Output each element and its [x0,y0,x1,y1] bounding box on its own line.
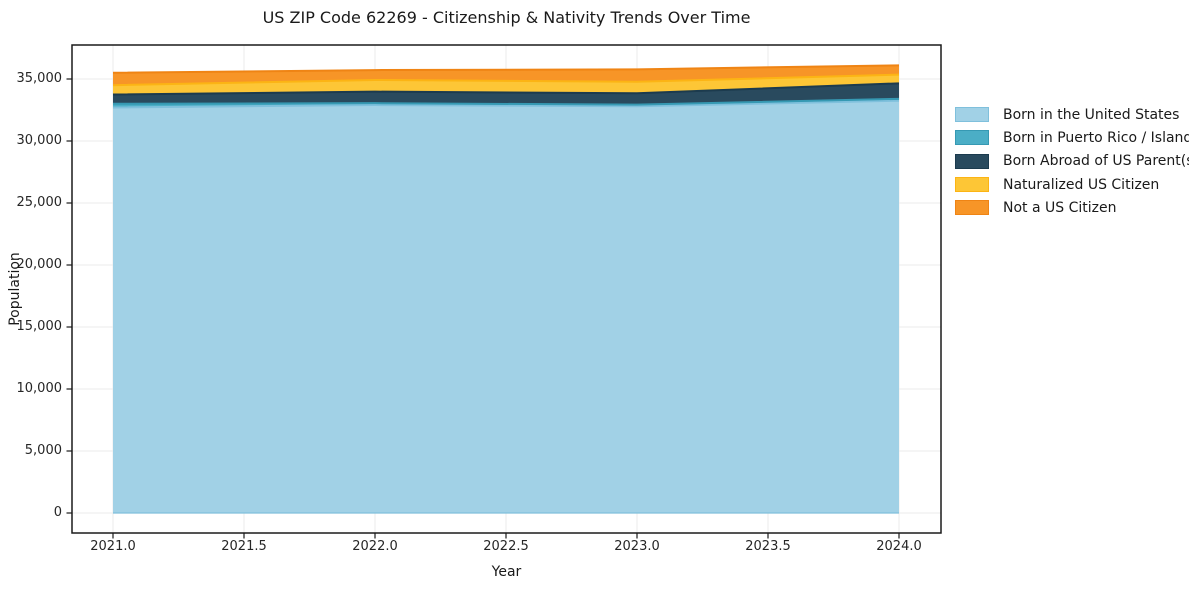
legend-item-born-in-puerto-rico-islands: Born in Puerto Rico / Islands [955,126,1189,149]
y-axis-label: Population [7,252,23,326]
legend-swatch [955,107,989,123]
area-edge-naturalized-us-citizen [112,73,900,87]
x-tick-label: 2022.5 [483,539,529,554]
x-tick-label: 2022.0 [352,539,398,554]
y-tick-label: 5,000 [24,443,62,458]
area-naturalized-us-citizen [113,74,899,95]
legend-swatch [955,200,989,216]
area-edge-not-a-us-citizen [112,64,900,74]
legend-item-born-in-the-united-states: Born in the United States [955,103,1189,126]
legend-label: Born in Puerto Rico / Islands [1003,129,1189,146]
area-edge-born-in-the-united-states [112,99,900,109]
legend-item-born-abroad-of-us-parent-s: Born Abroad of US Parent(s) [955,150,1189,173]
legend-item-naturalized-us-citizen: Naturalized US Citizen [955,173,1189,196]
legend-item-not-a-us-citizen: Not a US Citizen [955,196,1189,219]
y-tick-label: 30,000 [16,133,63,148]
y-tick-label: 20,000 [16,257,63,272]
legend-label: Born Abroad of US Parent(s) [1003,153,1189,170]
area-born-in-the-united-states [113,100,899,513]
y-tick-label: 10,000 [16,381,63,396]
chart-title: US ZIP Code 62269 - Citizenship & Nativi… [262,8,751,27]
legend-label: Not a US Citizen [1003,199,1117,216]
x-axis-label: Year [491,564,522,580]
legend: Born in the United States Born in Puerto … [955,103,1189,219]
y-tick-label: 0 [53,505,62,520]
legend-label: Born in the United States [1003,106,1180,123]
area-born-abroad-of-us-parent-s [113,83,899,105]
legend-swatch [955,153,989,169]
x-tick-label: 2023.0 [614,539,660,554]
legend-label: Naturalized US Citizen [1003,176,1160,193]
x-tick-label: 2023.5 [745,539,791,554]
y-tick-label: 15,000 [16,319,63,334]
y-tick-label: 25,000 [16,195,63,210]
x-tick-label: 2021.5 [221,539,267,554]
legend-swatch [955,177,989,193]
area-edge-born-abroad-of-us-parent-s [112,82,900,96]
x-tick-label: 2021.0 [90,539,136,554]
area-edge-born-in-puerto-rico-islands [112,97,900,106]
y-tick-label: 35,000 [16,71,63,86]
area-not-a-us-citizen [113,65,899,86]
x-tick-label: 2024.0 [876,539,922,554]
legend-swatch [955,130,989,146]
